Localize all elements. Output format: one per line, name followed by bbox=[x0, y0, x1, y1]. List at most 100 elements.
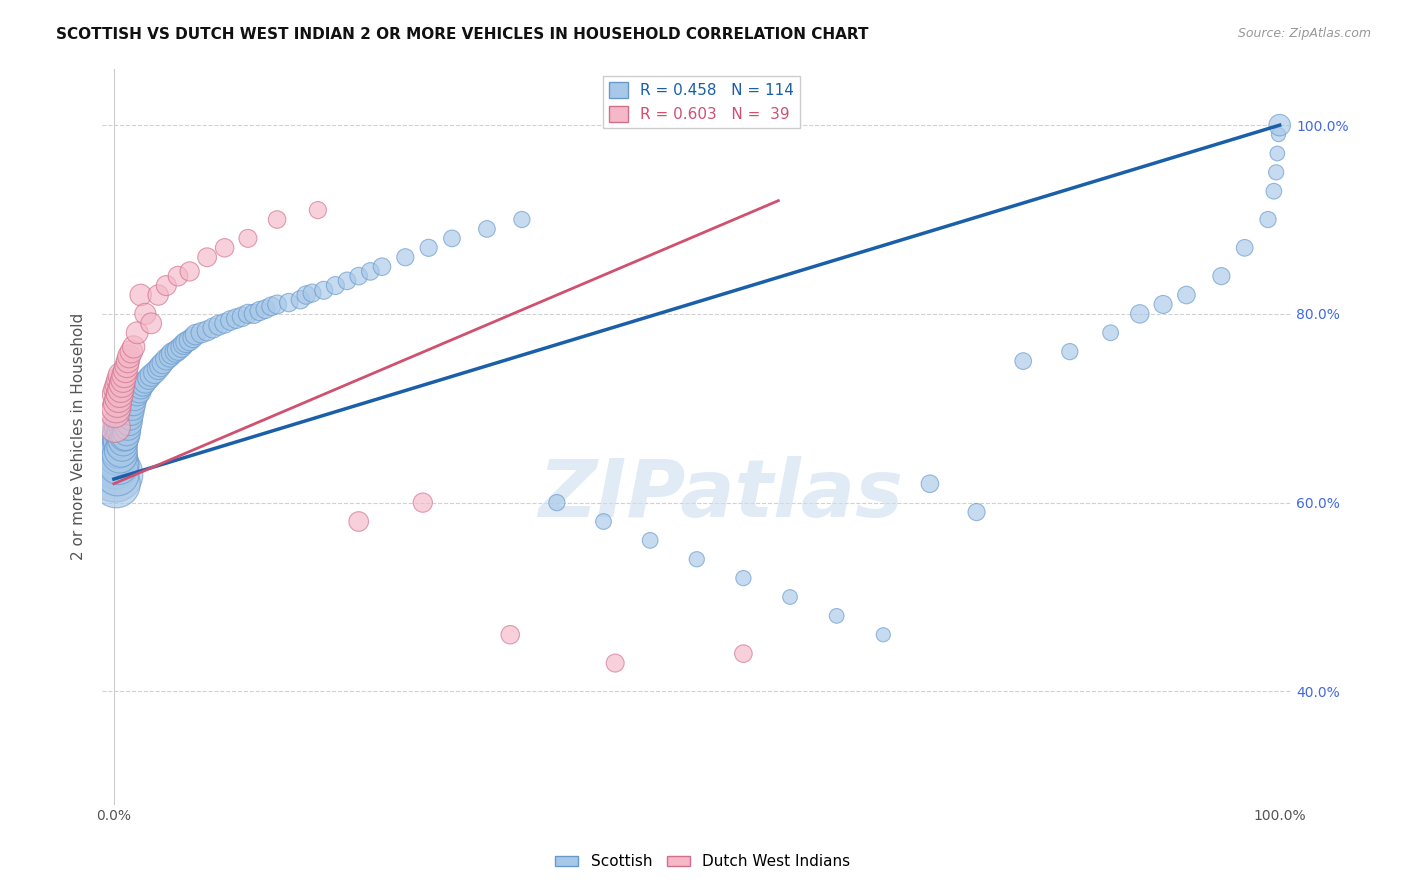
Point bbox=[124, 392, 146, 406]
Point bbox=[110, 383, 132, 397]
Point bbox=[129, 288, 152, 302]
Point bbox=[236, 231, 259, 245]
Point bbox=[510, 212, 533, 227]
Text: ZIPatlas: ZIPatlas bbox=[538, 457, 903, 534]
Point bbox=[105, 434, 128, 449]
Point bbox=[1257, 212, 1279, 227]
Point bbox=[499, 628, 522, 642]
Point bbox=[733, 571, 755, 585]
Point bbox=[160, 346, 183, 360]
Point bbox=[112, 368, 135, 383]
Point bbox=[105, 383, 128, 397]
Point bbox=[118, 349, 141, 363]
Point bbox=[254, 302, 277, 317]
Point bbox=[114, 363, 136, 377]
Point bbox=[115, 425, 138, 439]
Point bbox=[120, 410, 142, 425]
Point bbox=[129, 380, 152, 394]
Point bbox=[118, 406, 141, 420]
Point bbox=[418, 241, 440, 255]
Point bbox=[115, 359, 138, 373]
Point bbox=[167, 269, 190, 284]
Point bbox=[1265, 165, 1288, 179]
Point bbox=[111, 425, 134, 439]
Point bbox=[1059, 344, 1081, 359]
Point bbox=[104, 420, 127, 434]
Point bbox=[146, 288, 169, 302]
Point bbox=[249, 304, 271, 318]
Point bbox=[114, 416, 136, 430]
Point bbox=[115, 410, 138, 425]
Point bbox=[546, 495, 568, 509]
Point bbox=[475, 222, 498, 236]
Point bbox=[105, 449, 128, 463]
Point bbox=[1265, 146, 1288, 161]
Point bbox=[117, 354, 139, 368]
Point bbox=[1267, 128, 1289, 142]
Point bbox=[121, 401, 143, 416]
Point bbox=[918, 476, 941, 491]
Point bbox=[107, 392, 129, 406]
Point bbox=[214, 316, 236, 330]
Point bbox=[141, 368, 163, 383]
Point bbox=[412, 495, 434, 509]
Point bbox=[108, 373, 131, 387]
Point bbox=[108, 387, 131, 401]
Point bbox=[1175, 288, 1198, 302]
Point bbox=[165, 344, 187, 359]
Point bbox=[111, 377, 134, 392]
Point bbox=[114, 429, 136, 443]
Point bbox=[141, 316, 163, 330]
Text: SCOTTISH VS DUTCH WEST INDIAN 2 OR MORE VEHICLES IN HOUSEHOLD CORRELATION CHART: SCOTTISH VS DUTCH WEST INDIAN 2 OR MORE … bbox=[56, 27, 869, 42]
Point bbox=[872, 628, 894, 642]
Point bbox=[266, 212, 288, 227]
Point bbox=[122, 396, 145, 410]
Point bbox=[104, 449, 127, 463]
Point bbox=[170, 340, 193, 354]
Point bbox=[201, 321, 224, 335]
Point bbox=[104, 406, 127, 420]
Point bbox=[155, 352, 177, 367]
Point bbox=[134, 307, 156, 321]
Point bbox=[105, 401, 128, 416]
Point bbox=[686, 552, 709, 566]
Point bbox=[117, 420, 139, 434]
Point bbox=[260, 299, 283, 313]
Point bbox=[1099, 326, 1122, 340]
Point bbox=[592, 515, 614, 529]
Point bbox=[231, 310, 253, 324]
Point bbox=[347, 515, 370, 529]
Point bbox=[128, 384, 150, 399]
Point bbox=[1012, 354, 1035, 368]
Point bbox=[112, 420, 135, 434]
Point bbox=[111, 439, 134, 453]
Point bbox=[104, 458, 127, 472]
Point bbox=[110, 443, 132, 458]
Point bbox=[120, 396, 142, 410]
Point bbox=[105, 476, 128, 491]
Point bbox=[104, 439, 127, 453]
Point bbox=[152, 356, 174, 370]
Point bbox=[266, 297, 288, 311]
Point bbox=[127, 387, 149, 401]
Point bbox=[190, 326, 212, 340]
Point bbox=[107, 458, 129, 472]
Point bbox=[219, 313, 242, 327]
Point bbox=[277, 295, 299, 310]
Point bbox=[966, 505, 988, 519]
Point bbox=[195, 250, 218, 264]
Point bbox=[638, 533, 661, 548]
Point bbox=[112, 373, 135, 387]
Y-axis label: 2 or more Vehicles in Household: 2 or more Vehicles in Household bbox=[72, 313, 86, 560]
Point bbox=[1152, 297, 1174, 311]
Point bbox=[107, 377, 129, 392]
Legend: R = 0.458   N = 114, R = 0.603   N =  39: R = 0.458 N = 114, R = 0.603 N = 39 bbox=[603, 76, 800, 128]
Point bbox=[107, 443, 129, 458]
Point bbox=[132, 377, 155, 392]
Point bbox=[112, 434, 135, 449]
Point bbox=[134, 375, 156, 389]
Point bbox=[110, 416, 132, 430]
Point bbox=[301, 286, 323, 301]
Point bbox=[359, 264, 381, 278]
Point bbox=[295, 288, 318, 302]
